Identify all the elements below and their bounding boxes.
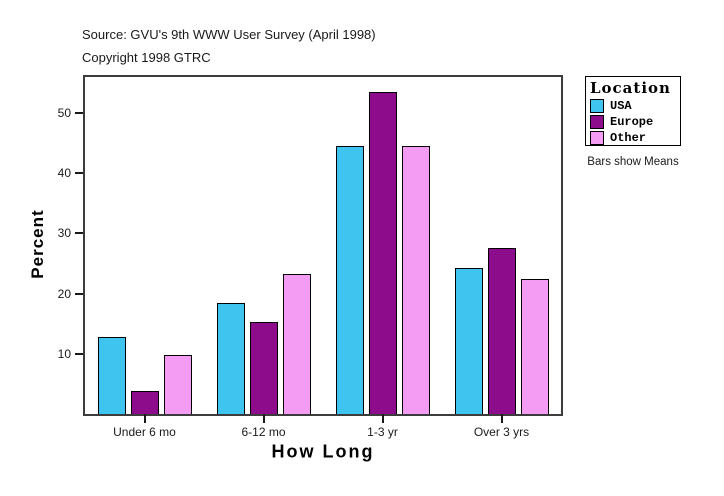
bar-other-0 bbox=[164, 355, 192, 414]
bar-europe-1 bbox=[250, 322, 278, 414]
bar-usa-3 bbox=[455, 268, 483, 414]
bar-europe-2 bbox=[369, 92, 397, 414]
legend-item-label: USA bbox=[610, 99, 632, 113]
bar-usa-2 bbox=[336, 146, 364, 414]
legend-swatch-europe bbox=[590, 115, 604, 129]
x-tick-mark bbox=[381, 414, 384, 423]
y-tick-label: 20 bbox=[57, 286, 71, 301]
x-axis-title: How Long bbox=[271, 441, 375, 462]
bar-europe-3 bbox=[488, 248, 516, 414]
legend-item-europe: Europe bbox=[590, 114, 680, 130]
legend-item-other: Other bbox=[590, 130, 680, 146]
y-tick-label: 10 bbox=[57, 346, 71, 361]
legend-title: Location bbox=[590, 79, 671, 97]
bar-usa-1 bbox=[217, 303, 245, 414]
x-tick-mark bbox=[500, 414, 503, 423]
bar-europe-0 bbox=[131, 391, 159, 414]
x-tick-label: 6-12 mo bbox=[241, 425, 286, 439]
legend-item-usa: USA bbox=[590, 98, 680, 114]
bar-other-1 bbox=[283, 274, 311, 414]
x-tick-mark bbox=[262, 414, 265, 423]
y-tick-label: 30 bbox=[57, 226, 71, 241]
plot-area: 10 20 30 40 50 Under 6 mo 6-12 mo 1-3 yr Over 3 … bbox=[58, 75, 563, 439]
y-tick-mark bbox=[75, 292, 83, 295]
source-text: Source: GVU's 9th WWW User Survey (April… bbox=[82, 27, 376, 42]
legend-item-label: Europe bbox=[610, 115, 654, 129]
y-tick-mark bbox=[75, 232, 83, 235]
legend: Location USA Europe Other bbox=[585, 76, 681, 146]
x-tick-mark bbox=[143, 414, 146, 423]
copyright-text: Copyright 1998 GTRC bbox=[82, 50, 211, 65]
x-tick-label: Under 6 mo bbox=[113, 425, 176, 439]
legend-note: Bars show Means bbox=[587, 156, 679, 168]
x-tick-label: 1-3 yr bbox=[367, 425, 398, 439]
y-tick-label: 40 bbox=[57, 166, 71, 181]
x-tick-label: Over 3 yrs bbox=[473, 425, 530, 439]
bar-usa-0 bbox=[98, 337, 126, 414]
y-axis-title: Percent bbox=[28, 209, 47, 279]
bar-other-3 bbox=[521, 279, 549, 414]
legend-items: USA Europe Other bbox=[586, 98, 680, 146]
bar-other-2 bbox=[402, 146, 430, 414]
legend-swatch-usa bbox=[590, 99, 604, 113]
legend-item-label: Other bbox=[610, 131, 647, 145]
y-tick-label: 50 bbox=[57, 106, 71, 121]
legend-swatch-other bbox=[590, 131, 604, 145]
y-tick-mark bbox=[75, 112, 83, 115]
y-tick-mark bbox=[75, 172, 83, 175]
y-tick-mark bbox=[75, 352, 83, 355]
